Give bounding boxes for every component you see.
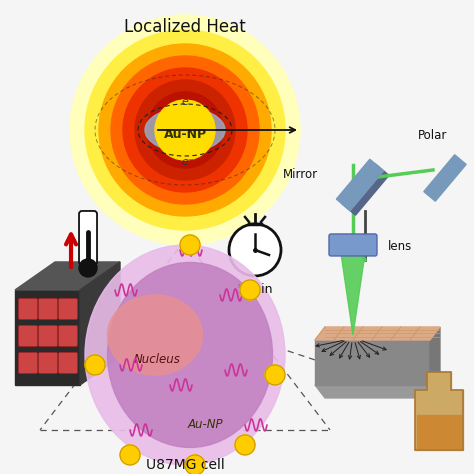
Ellipse shape <box>108 263 273 447</box>
FancyBboxPatch shape <box>18 326 37 346</box>
Circle shape <box>229 224 281 276</box>
Circle shape <box>85 30 285 230</box>
Circle shape <box>123 68 247 192</box>
Circle shape <box>111 56 259 204</box>
Text: lens: lens <box>388 240 412 254</box>
Text: Au-NP: Au-NP <box>187 419 223 431</box>
Circle shape <box>99 44 271 216</box>
Circle shape <box>180 235 200 255</box>
Polygon shape <box>342 164 389 215</box>
Polygon shape <box>80 262 120 385</box>
Circle shape <box>147 92 223 168</box>
Text: Au-NP: Au-NP <box>164 128 207 141</box>
Polygon shape <box>315 385 440 398</box>
Polygon shape <box>315 327 440 340</box>
Polygon shape <box>427 372 451 390</box>
FancyBboxPatch shape <box>18 299 37 319</box>
Text: U87MG cell: U87MG cell <box>146 458 224 472</box>
Circle shape <box>70 15 300 245</box>
Text: Localized Heat: Localized Heat <box>124 18 246 36</box>
Text: 5 min: 5 min <box>237 283 273 296</box>
Circle shape <box>185 455 205 474</box>
Circle shape <box>265 365 285 385</box>
FancyBboxPatch shape <box>58 299 78 319</box>
FancyBboxPatch shape <box>38 299 57 319</box>
FancyBboxPatch shape <box>38 326 57 346</box>
Polygon shape <box>430 327 440 385</box>
FancyBboxPatch shape <box>329 234 377 256</box>
Text: Polar: Polar <box>418 129 447 143</box>
Text: Mirror: Mirror <box>283 168 318 182</box>
FancyBboxPatch shape <box>38 353 57 374</box>
Circle shape <box>155 100 215 160</box>
Circle shape <box>85 355 105 375</box>
Ellipse shape <box>108 295 202 375</box>
Text: e⁻: e⁻ <box>182 157 194 167</box>
Ellipse shape <box>145 108 225 152</box>
Polygon shape <box>339 240 367 335</box>
Circle shape <box>79 259 97 277</box>
Polygon shape <box>415 390 463 450</box>
Circle shape <box>240 280 260 300</box>
Polygon shape <box>424 155 466 201</box>
Circle shape <box>235 435 255 455</box>
Polygon shape <box>15 262 120 290</box>
FancyBboxPatch shape <box>58 353 78 374</box>
FancyBboxPatch shape <box>18 353 37 374</box>
Polygon shape <box>417 415 461 448</box>
Polygon shape <box>315 340 430 385</box>
Text: e⁻: e⁻ <box>182 97 194 107</box>
Circle shape <box>120 445 140 465</box>
FancyBboxPatch shape <box>58 326 78 346</box>
Polygon shape <box>15 290 80 385</box>
Circle shape <box>135 80 235 180</box>
FancyBboxPatch shape <box>79 211 97 265</box>
Polygon shape <box>337 159 383 210</box>
Text: Nucleus: Nucleus <box>134 354 181 366</box>
Ellipse shape <box>85 245 285 465</box>
